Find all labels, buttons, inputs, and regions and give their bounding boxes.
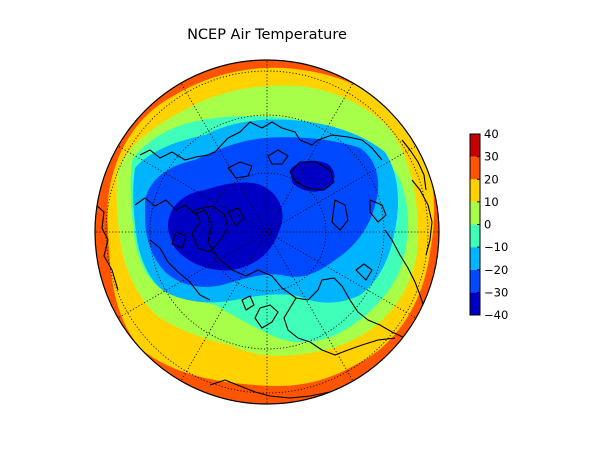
colorbar-tick-label: 30 — [484, 150, 499, 164]
colorbar-segment — [470, 269, 480, 293]
coastlines — [95, 121, 433, 399]
colorbar: 40 30 20 10 0 −10 −20 −30 −40 — [469, 127, 508, 322]
colorbar-tick-label: 10 — [484, 195, 499, 209]
colorbar-segment — [470, 247, 480, 270]
colorbar-tick-label: 0 — [484, 218, 491, 232]
band-neg40-neg30 — [167, 182, 283, 271]
colorbar-tick-label: −20 — [484, 263, 508, 277]
colorbar-segment — [470, 134, 480, 157]
colorbar-segment — [470, 201, 480, 225]
colorbar-tick-label: −40 — [484, 308, 508, 322]
colorbar-segment — [470, 179, 480, 202]
colorbar-tick-label: −10 — [484, 240, 508, 254]
graticule — [95, 60, 439, 404]
chart-title: NCEP Air Temperature — [187, 27, 347, 43]
map-boundary — [94, 59, 440, 405]
colorbar-tick-label: 40 — [484, 127, 499, 141]
colorbar-tick-label: −30 — [484, 285, 508, 299]
colorbar-tick-label: 20 — [484, 172, 499, 186]
colorbar-segment — [470, 156, 480, 180]
colorbar-segment — [470, 224, 480, 248]
colorbar-segment — [470, 292, 480, 315]
polar-map — [94, 59, 440, 405]
